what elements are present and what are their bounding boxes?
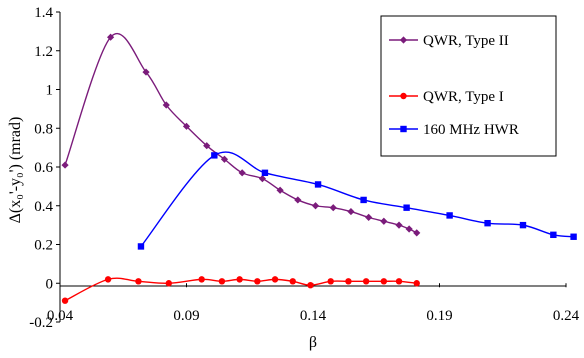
- data-point: [362, 278, 370, 285]
- data-point: [413, 229, 421, 237]
- x-tick-label: 0.19: [426, 308, 452, 324]
- data-point: [165, 280, 172, 287]
- legend-item: QWR, Type II: [389, 33, 509, 49]
- legend-label: 160 MHz HWR: [423, 122, 519, 138]
- data-point: [218, 278, 226, 285]
- series-layer: [61, 33, 577, 304]
- data-point: [365, 213, 373, 221]
- data-point: [137, 243, 145, 250]
- series-3: [137, 151, 577, 250]
- data-point: [329, 204, 337, 212]
- data-point: [289, 278, 296, 285]
- data-point: [276, 186, 284, 194]
- y-tick-label: 1: [46, 83, 54, 99]
- data-point: [182, 122, 191, 130]
- legend-marker: [400, 92, 407, 100]
- data-point: [314, 181, 322, 188]
- data-point: [360, 196, 367, 204]
- data-point: [107, 33, 115, 41]
- data-point: [61, 161, 69, 169]
- data-point: [220, 155, 229, 163]
- data-point: [238, 169, 246, 177]
- data-point: [258, 175, 266, 183]
- legend-items: QWR, Type II QWR, Type I 160 MHz HWR: [389, 33, 519, 138]
- data-point: [347, 207, 355, 216]
- y-tick-label: 0.2: [34, 238, 53, 254]
- x-axis-title: β: [309, 334, 317, 351]
- x-tick-label: 0.09: [173, 308, 199, 324]
- legend-marker: [399, 36, 408, 44]
- legend-marker: [400, 125, 407, 133]
- legend-label: QWR, Type II: [423, 33, 509, 49]
- y-axis-title: Δ(x₀'-y₀') (mrad): [7, 117, 24, 224]
- data-point: [203, 142, 211, 150]
- series-line: [140, 151, 574, 247]
- legend-item: 160 MHz HWR: [389, 122, 519, 138]
- y-tick-label: 0.8: [34, 121, 53, 137]
- data-point: [570, 233, 577, 240]
- data-point: [261, 169, 269, 177]
- data-point: [380, 278, 388, 285]
- legend-item: QWR, Type I: [389, 89, 504, 105]
- data-point: [345, 278, 352, 285]
- series-2: [61, 276, 420, 304]
- y-ticks: -0.2 0 0.2 0.4 0.6 0.8 1 1.2 1.4: [29, 5, 60, 331]
- y-tick-label: 1.4: [34, 5, 53, 21]
- legend-label: QWR, Type I: [423, 89, 504, 105]
- data-point: [311, 202, 320, 210]
- x-tick-label: 0.24: [553, 308, 580, 324]
- data-point: [405, 225, 413, 233]
- data-point: [271, 276, 279, 283]
- data-point: [307, 281, 314, 289]
- data-point: [294, 196, 302, 204]
- x-tick-label: 0.04: [47, 308, 74, 324]
- data-point: [61, 297, 69, 304]
- data-point: [236, 276, 243, 283]
- data-point: [135, 278, 142, 285]
- y-tick-label: 0: [46, 276, 54, 292]
- legend: QWR, Type II QWR, Type I 160 MHz HWR: [380, 15, 557, 157]
- data-point: [162, 101, 170, 109]
- y-tick-label: 1.2: [34, 44, 53, 60]
- data-point: [380, 217, 388, 225]
- data-point: [413, 280, 420, 287]
- y-tick-label: -0.2: [29, 315, 53, 331]
- data-point: [254, 278, 261, 285]
- data-point: [142, 68, 150, 76]
- data-point: [484, 219, 491, 227]
- data-point: [198, 276, 205, 283]
- data-point: [211, 152, 218, 159]
- data-point: [327, 278, 334, 285]
- y-tick-label: 0.4: [34, 199, 53, 215]
- data-point: [104, 276, 112, 283]
- series-1: [61, 33, 421, 237]
- data-point: [395, 278, 403, 285]
- data-point: [395, 221, 403, 229]
- x-tick-label: 0.14: [300, 308, 327, 324]
- data-point: [550, 231, 557, 239]
- data-point: [519, 221, 527, 229]
- x-ticks: 0.04 0.09 0.14 0.19 0.24: [47, 283, 580, 324]
- data-point: [446, 212, 453, 219]
- data-point: [403, 204, 410, 211]
- y-tick-label: 0.6: [34, 160, 53, 176]
